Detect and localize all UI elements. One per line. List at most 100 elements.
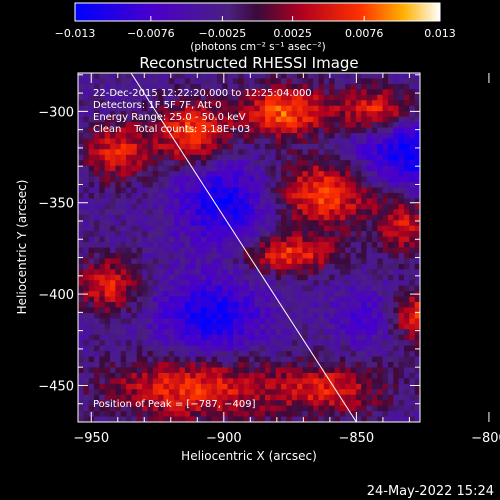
- heatmap-cell: [120, 225, 127, 232]
- heatmap-cell: [104, 258, 111, 265]
- heatmap-cell: [339, 252, 346, 259]
- heatmap-cell: [83, 127, 90, 134]
- heatmap-cell: [216, 312, 223, 319]
- heatmap-cell: [227, 111, 234, 118]
- heatmap-cell: [190, 323, 197, 330]
- heatmap-cell: [222, 176, 229, 183]
- heatmap-cell: [120, 214, 127, 221]
- heatmap-cell: [174, 122, 181, 129]
- heatmap-cell: [291, 318, 298, 325]
- heatmap-cell: [371, 198, 378, 205]
- heatmap-cell: [345, 367, 352, 374]
- heatmap-cell: [200, 89, 207, 96]
- heatmap-cell: [361, 176, 368, 183]
- heatmap-cell: [329, 100, 336, 107]
- heatmap-cell: [254, 231, 261, 238]
- heatmap-cell: [126, 209, 133, 216]
- heatmap-cell: [414, 383, 420, 390]
- heatmap-cell: [297, 203, 304, 210]
- heatmap-cell: [355, 334, 362, 341]
- heatmap-cell: [259, 214, 266, 221]
- heatmap-cell: [350, 280, 357, 287]
- heatmap-cell: [222, 312, 229, 319]
- heatmap-cell: [366, 394, 373, 401]
- heatmap-cell: [126, 160, 133, 167]
- heatmap-cell: [88, 329, 95, 336]
- heatmap-cell: [126, 225, 133, 232]
- heatmap-cell: [174, 192, 181, 200]
- heatmap-cell: [94, 334, 100, 341]
- heatmap-cell: [243, 291, 250, 298]
- heatmap-cell: [355, 187, 362, 194]
- heatmap-cell: [254, 111, 261, 118]
- heatmap-cell: [355, 345, 362, 352]
- heatmap-cell: [265, 389, 271, 396]
- heatmap-cell: [83, 94, 90, 101]
- heatmap-cell: [190, 356, 197, 363]
- heatmap-cell: [243, 296, 250, 303]
- heatmap-cell: [184, 225, 191, 232]
- heatmap-cell: [211, 285, 218, 292]
- heatmap-cell: [83, 405, 90, 412]
- heatmap-cell: [329, 351, 336, 358]
- heatmap-cell: [94, 231, 100, 238]
- heatmap-cell: [307, 378, 314, 385]
- heatmap-cell: [147, 209, 154, 216]
- heatmap-cell: [403, 378, 410, 385]
- heatmap-cell: [249, 400, 255, 407]
- heatmap-cell: [377, 378, 384, 385]
- heatmap-cell: [361, 405, 368, 412]
- heatmap-cell: [216, 405, 223, 412]
- heatmap-cell: [281, 383, 287, 390]
- heatmap-cell: [307, 165, 314, 172]
- heatmap-cell: [184, 252, 191, 259]
- heatmap-cell: [291, 225, 298, 232]
- heatmap-cell: [371, 236, 378, 243]
- heatmap-cell: [339, 127, 346, 134]
- heatmap-cell: [265, 105, 271, 112]
- heatmap-cell: [398, 312, 405, 319]
- heatmap-cell: [232, 280, 239, 287]
- heatmap-cell: [345, 89, 352, 96]
- heatmap-cell: [254, 405, 261, 412]
- heatmap-cell: [307, 203, 314, 210]
- heatmap-cell: [99, 220, 106, 227]
- heatmap-cell: [158, 247, 165, 254]
- heatmap-cell: [254, 149, 261, 156]
- heatmap-cell: [232, 116, 239, 123]
- heatmap-cell: [291, 220, 298, 227]
- heatmap-cell: [254, 73, 261, 80]
- heatmap-cell: [243, 236, 250, 243]
- heatmap-cell: [131, 400, 138, 407]
- heatmap-cell: [286, 285, 293, 292]
- heatmap-cell: [110, 340, 116, 347]
- heatmap-cell: [88, 143, 95, 150]
- heatmap-cell: [206, 176, 213, 183]
- heatmap-cell: [281, 411, 287, 418]
- heatmap-cell: [307, 285, 314, 292]
- heatmap-cell: [398, 111, 405, 118]
- heatmap-cell: [339, 105, 346, 112]
- heatmap-cell: [366, 122, 373, 129]
- heatmap-cell: [136, 236, 143, 243]
- heatmap-cell: [94, 400, 100, 407]
- heatmap-cell: [211, 296, 218, 303]
- heatmap-cell: [179, 367, 186, 374]
- heatmap-cell: [398, 203, 405, 210]
- heatmap-cell: [371, 405, 378, 412]
- heatmap-cell: [291, 105, 298, 112]
- heatmap-cell: [99, 94, 106, 101]
- heatmap-cell: [334, 362, 341, 369]
- heatmap-cell: [318, 345, 325, 352]
- heatmap-cell: [350, 416, 357, 422]
- heatmap-cell: [152, 247, 159, 254]
- heatmap-cell: [179, 274, 186, 281]
- heatmap-cell: [211, 127, 218, 134]
- heatmap-cell: [99, 132, 106, 140]
- heatmap-cell: [355, 280, 362, 287]
- heatmap-cell: [334, 83, 341, 90]
- heatmap-cell: [307, 236, 314, 243]
- heatmap-cell: [281, 302, 287, 309]
- heatmap-cell: [147, 176, 154, 183]
- heatmap-cell: [371, 372, 378, 379]
